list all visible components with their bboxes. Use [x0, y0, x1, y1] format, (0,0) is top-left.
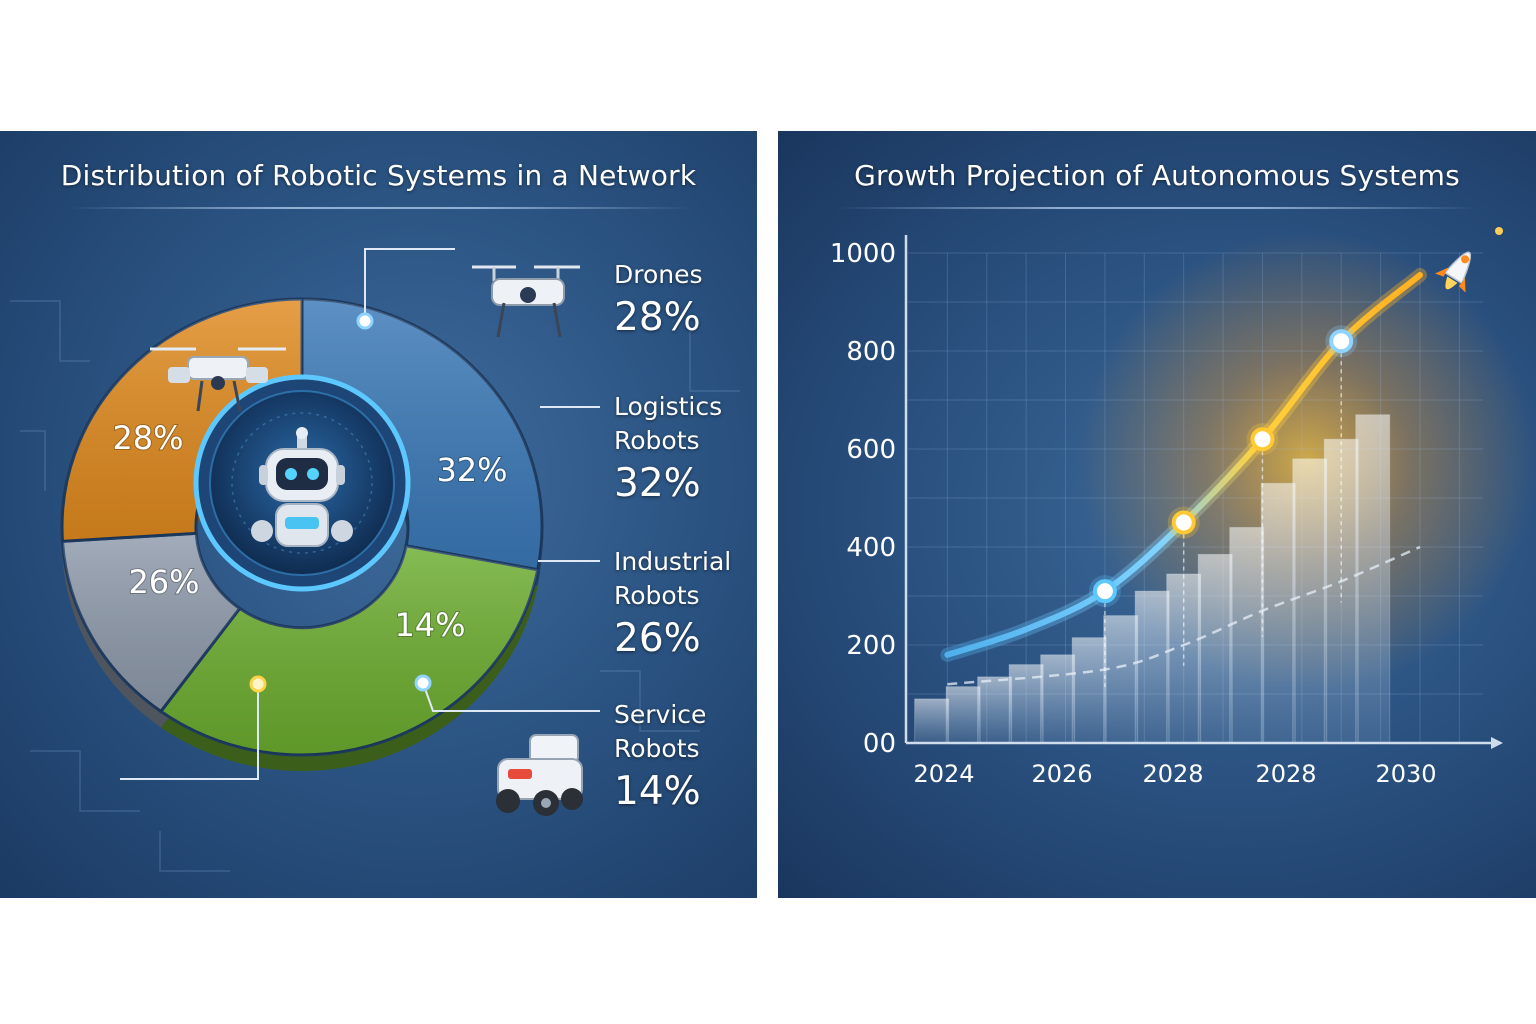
- pie-value-label: 32%: [436, 451, 507, 489]
- robot-head-icon: [251, 427, 353, 547]
- pie-value-label: 26%: [128, 563, 199, 601]
- line-marker: [1250, 427, 1275, 452]
- legend-service-robot-icon: [496, 734, 583, 816]
- line-marker: [1329, 329, 1354, 354]
- leader-dot-drones: [356, 312, 374, 330]
- bar: [1040, 654, 1076, 744]
- rocket-icon: [1434, 251, 1472, 293]
- y-tick-label: 600: [846, 435, 896, 465]
- pie-labels: 28% 32% 14% 26%: [111, 418, 508, 645]
- legend-drone-icon: [472, 265, 580, 338]
- x-axis-arrow: [1491, 737, 1503, 749]
- legend-item-logistics: Logistics Robots 32%: [614, 390, 752, 508]
- bar: [1134, 590, 1170, 744]
- leader-dot-service: [414, 674, 432, 692]
- legend-item-service: Service Robots 14%: [614, 698, 752, 816]
- x-tick-labels: 2024 2026 2028 2028 2030: [913, 760, 1436, 788]
- bar: [977, 676, 1013, 744]
- pie-value-label: 14%: [394, 606, 465, 644]
- leader-line-drones: [364, 248, 455, 321]
- pie-slices: [60, 297, 544, 757]
- line-chart-panel: Growth Projection of Autonomous Systems: [778, 131, 1536, 898]
- bar: [1229, 526, 1265, 744]
- slice-logistics-shade: [160, 545, 538, 755]
- legend-pct: 14%: [614, 769, 701, 814]
- legend-name: Industrial Robots: [614, 547, 732, 610]
- bar: [1071, 637, 1107, 744]
- legend-name: Service Robots: [614, 700, 707, 763]
- legend-item-industrial: Industrial Robots 26%: [614, 545, 752, 663]
- y-tick-label: 400: [846, 533, 896, 563]
- bar: [1355, 414, 1391, 744]
- x-tick-label: 2024: [913, 760, 974, 788]
- bar: [1260, 482, 1296, 744]
- leader-line-industrial-lower: [120, 684, 259, 780]
- x-tick-label: 2030: [1375, 760, 1436, 788]
- line-chart-title: Growth Projection of Autonomous Systems: [854, 159, 1460, 192]
- markers: [1088, 325, 1358, 608]
- slice-drones-shade: [302, 299, 543, 570]
- y-tick-label: 00: [863, 729, 896, 759]
- line-chart: 00 200 400 600 800 1000 2024 2026 2028 2028 2030: [830, 227, 1536, 788]
- leader-lines: [120, 248, 600, 780]
- x-tick-label: 2028: [1142, 760, 1203, 788]
- pie-chart-panel: Distribution of Robotic Systems in a Net…: [0, 131, 757, 898]
- x-tick-label: 2028: [1255, 760, 1316, 788]
- y-tick-label: 1000: [830, 239, 896, 269]
- bar: [1292, 458, 1328, 744]
- y-tick-labels: 00 200 400 600 800 1000: [830, 239, 896, 759]
- legend-pct: 32%: [614, 461, 701, 506]
- bar: [1197, 553, 1233, 744]
- leader-dot-industrial: [249, 675, 267, 693]
- y-tick-label: 800: [846, 337, 896, 367]
- marker-drop-lines: [1104, 353, 1342, 690]
- leader-dots: [249, 312, 432, 693]
- bar: [914, 698, 950, 744]
- title-rule: [838, 207, 1478, 209]
- bar: [945, 686, 981, 744]
- slice-service-shade: [62, 533, 240, 712]
- pie-chart: 28% 32% 14% 26%: [10, 248, 740, 872]
- axes: [904, 235, 1503, 749]
- line-marker: [1092, 579, 1117, 604]
- title-rule: [70, 207, 690, 209]
- legend-name: Logistics Robots: [614, 392, 723, 455]
- pie-chart-title: Distribution of Robotic Systems in a Net…: [60, 159, 697, 192]
- spark: [1495, 227, 1503, 235]
- x-tick-label: 2026: [1031, 760, 1092, 788]
- legend-pct: 28%: [614, 295, 701, 340]
- y-tick-label: 200: [846, 631, 896, 661]
- bar: [1103, 615, 1139, 744]
- pie-value-label: 28%: [112, 419, 183, 457]
- drone-icon: [150, 347, 286, 412]
- leader-line-service: [422, 682, 600, 712]
- legend-pct: 26%: [614, 616, 701, 661]
- circuit-lines: [10, 300, 740, 872]
- legend-item-drones: Drones 28%: [614, 258, 752, 342]
- legend-name: Drones: [614, 260, 703, 289]
- line-marker: [1171, 510, 1196, 535]
- trend-line: [947, 545, 1421, 686]
